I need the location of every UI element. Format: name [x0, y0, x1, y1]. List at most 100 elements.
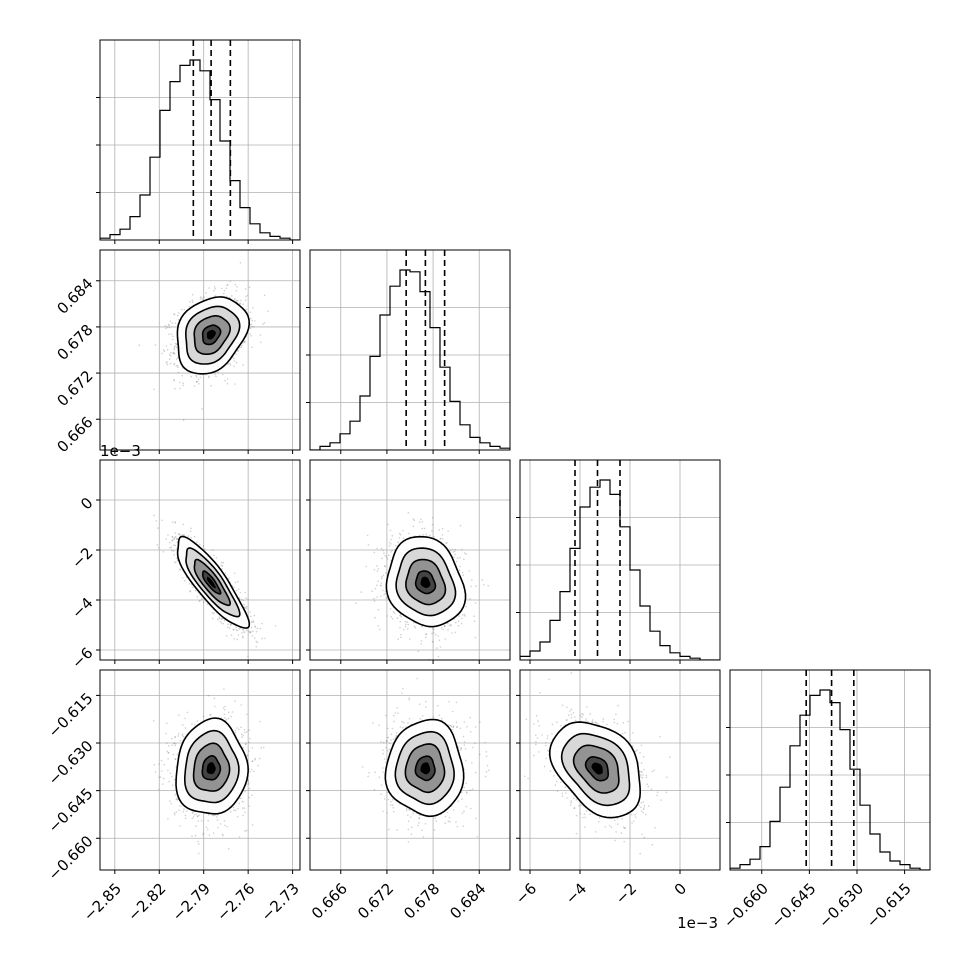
sample-point: [173, 538, 175, 540]
sample-point: [176, 314, 179, 317]
sample-point: [438, 639, 441, 642]
density-core: [420, 576, 431, 588]
sample-point: [253, 637, 256, 639]
sample-point: [170, 802, 172, 805]
sample-point: [181, 733, 184, 735]
sample-point: [168, 333, 170, 336]
sample-point: [230, 634, 233, 636]
sample-point: [483, 584, 485, 586]
sample-point: [175, 358, 178, 361]
sample-point: [454, 631, 457, 634]
sample-point: [173, 313, 175, 315]
sample-point: [381, 557, 383, 559]
sample-point: [244, 591, 246, 594]
sample-point: [251, 621, 253, 624]
sample-point: [173, 536, 176, 539]
sample-point: [374, 587, 377, 590]
sample-point: [226, 382, 229, 385]
sample-point: [240, 346, 243, 349]
sample-point: [475, 585, 477, 587]
sample-point: [451, 632, 453, 634]
sample-point: [233, 637, 235, 640]
sample-point: [170, 355, 172, 357]
sample-point: [198, 383, 200, 385]
contour-line-0: [385, 535, 467, 628]
sample-point: [441, 534, 444, 536]
sample-point: [182, 523, 185, 526]
sample-point: [229, 624, 232, 627]
panel-frame-r1-c1: [309, 249, 511, 451]
sample-point: [382, 549, 385, 552]
sample-point: [395, 544, 397, 547]
sample-point: [180, 308, 183, 311]
sample-point: [211, 549, 214, 551]
sample-point: [235, 626, 237, 628]
sample-point: [367, 544, 370, 546]
sample-point: [387, 554, 390, 557]
sample-point: [451, 548, 454, 551]
sample-point: [407, 623, 410, 626]
sample-point: [168, 326, 171, 329]
sample-point: [183, 808, 185, 810]
sample-point: [474, 636, 477, 639]
sample-point: [239, 591, 242, 594]
sample-point: [207, 376, 210, 379]
sample-point: [456, 557, 459, 559]
sample-point: [244, 299, 247, 301]
sample-point: [487, 585, 490, 587]
sample-point: [211, 617, 214, 620]
sample-point: [182, 724, 184, 726]
sample-point: [264, 637, 266, 640]
sample-point: [439, 538, 442, 540]
sample-point: [166, 326, 169, 329]
sample-point: [242, 303, 244, 306]
sample-point: [181, 577, 184, 579]
sample-point: [381, 575, 383, 578]
sample-point: [462, 574, 464, 576]
sample-point: [194, 834, 197, 837]
sample-point: [223, 619, 226, 622]
sample-point: [179, 534, 181, 536]
sample-point: [230, 811, 232, 813]
sample-point: [176, 538, 178, 540]
sample-point: [431, 641, 434, 643]
sample-point: [201, 299, 204, 301]
sample-point: [421, 527, 424, 530]
sample-point: [447, 629, 449, 631]
contour-line-0: [176, 535, 251, 629]
sample-point: [371, 590, 374, 592]
sample-point: [441, 528, 444, 530]
sample-point: [170, 333, 173, 335]
sample-point: [384, 554, 387, 557]
sample-point: [172, 338, 174, 341]
sample-point: [437, 655, 440, 658]
sample-point: [448, 624, 451, 627]
sample-point: [239, 346, 241, 349]
sample-point: [234, 700, 236, 702]
sample-point: [261, 637, 264, 640]
sample-point: [251, 635, 254, 637]
sample-point: [377, 568, 380, 570]
sample-point: [252, 307, 254, 309]
sample-point: [231, 295, 233, 297]
sample-point: [425, 636, 427, 638]
sample-point: [223, 709, 226, 711]
sample-point: [182, 384, 185, 387]
sample-point: [248, 750, 250, 752]
sample-point: [392, 611, 395, 613]
sample-point: [390, 543, 392, 545]
contour-line-1: [395, 547, 457, 617]
sample-point: [191, 294, 194, 296]
sample-point: [402, 537, 405, 539]
sample-point: [404, 625, 407, 628]
sample-point: [261, 622, 263, 625]
sample-point: [173, 379, 175, 382]
sample-point: [220, 618, 223, 620]
sample-point: [175, 365, 177, 367]
sample-point: [248, 630, 250, 633]
sample-point: [174, 532, 177, 534]
sample-point: [163, 350, 166, 353]
sample-point: [175, 798, 178, 801]
sample-point: [421, 521, 424, 523]
sample-point: [165, 345, 168, 347]
